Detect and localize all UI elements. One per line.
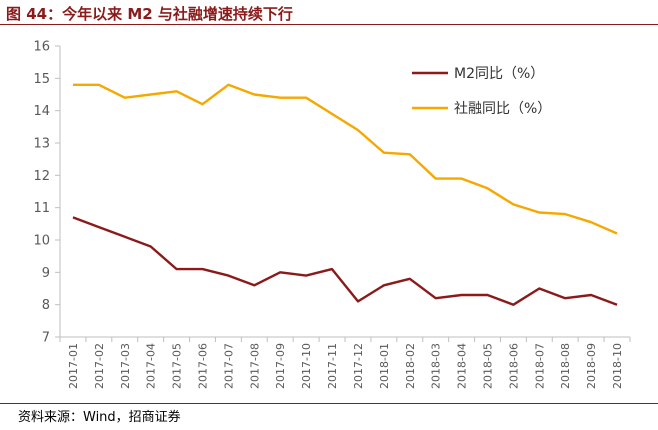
series-lines <box>72 83 618 306</box>
x-tick-label: 2018-09 <box>585 343 598 389</box>
x-tick-label: 2017-09 <box>274 343 287 389</box>
source-note: 资料来源：Wind，招商证券 <box>18 410 181 425</box>
x-tick-label: 2018-03 <box>430 343 443 389</box>
y-tick-label: 15 <box>33 72 50 87</box>
y-tick-label: 7 <box>42 331 50 346</box>
legend: M2同比（%） 社融同比（%） <box>412 66 551 117</box>
x-tick-label: 2018-07 <box>533 343 546 389</box>
legend-label-m2: M2同比（%） <box>454 66 544 82</box>
y-tick-label: 10 <box>33 234 50 249</box>
x-tick-label: 2017-07 <box>222 343 235 389</box>
x-tick-label: 2017-10 <box>300 343 313 389</box>
y-tick-label: 12 <box>33 169 50 184</box>
title-divider <box>0 24 658 25</box>
x-tick-label: 2017-02 <box>93 343 106 389</box>
x-tick-label: 2018-04 <box>456 343 469 389</box>
x-tick-label: 2018-10 <box>611 343 624 389</box>
series-line-social-financing <box>73 83 618 235</box>
x-tick-label: 2017-04 <box>145 343 158 389</box>
y-tick-label: 16 <box>33 40 50 55</box>
x-tick-label: 2017-11 <box>326 343 339 389</box>
x-axis: 2017-01 2017-02 2017-03 2017-04 2017-05 2017-… <box>59 336 631 389</box>
legend-label-social-financing: 社融同比（%） <box>454 101 551 117</box>
x-tick-label: 2017-08 <box>248 343 261 389</box>
y-tick-label: 8 <box>42 298 50 313</box>
x-tick-label: 2017-06 <box>197 343 210 389</box>
y-tick-label: 13 <box>33 137 50 152</box>
x-tick-label: 2018-06 <box>507 343 520 389</box>
series-line-m2 <box>72 216 618 306</box>
x-tick-label: 2017-05 <box>171 343 184 389</box>
x-tick-label: 2018-05 <box>482 343 495 389</box>
x-tick-label: 2017-12 <box>352 343 365 389</box>
x-tick-label: 2018-01 <box>378 343 391 389</box>
y-tick-label: 11 <box>33 201 50 216</box>
y-tick-label: 9 <box>42 266 50 281</box>
figure-title: 图 44：今年以来 M2 与社融增速持续下行 <box>6 5 293 23</box>
x-tick-label: 2018-02 <box>404 343 417 389</box>
x-tick-label: 2018-08 <box>559 343 572 389</box>
source-divider <box>0 403 658 404</box>
y-tick-label: 14 <box>33 104 50 119</box>
x-tick-label: 2017-03 <box>119 343 132 389</box>
x-tick-label: 2017-01 <box>67 343 80 389</box>
y-axis: 7 8 9 10 11 12 13 14 15 16 <box>33 40 61 346</box>
